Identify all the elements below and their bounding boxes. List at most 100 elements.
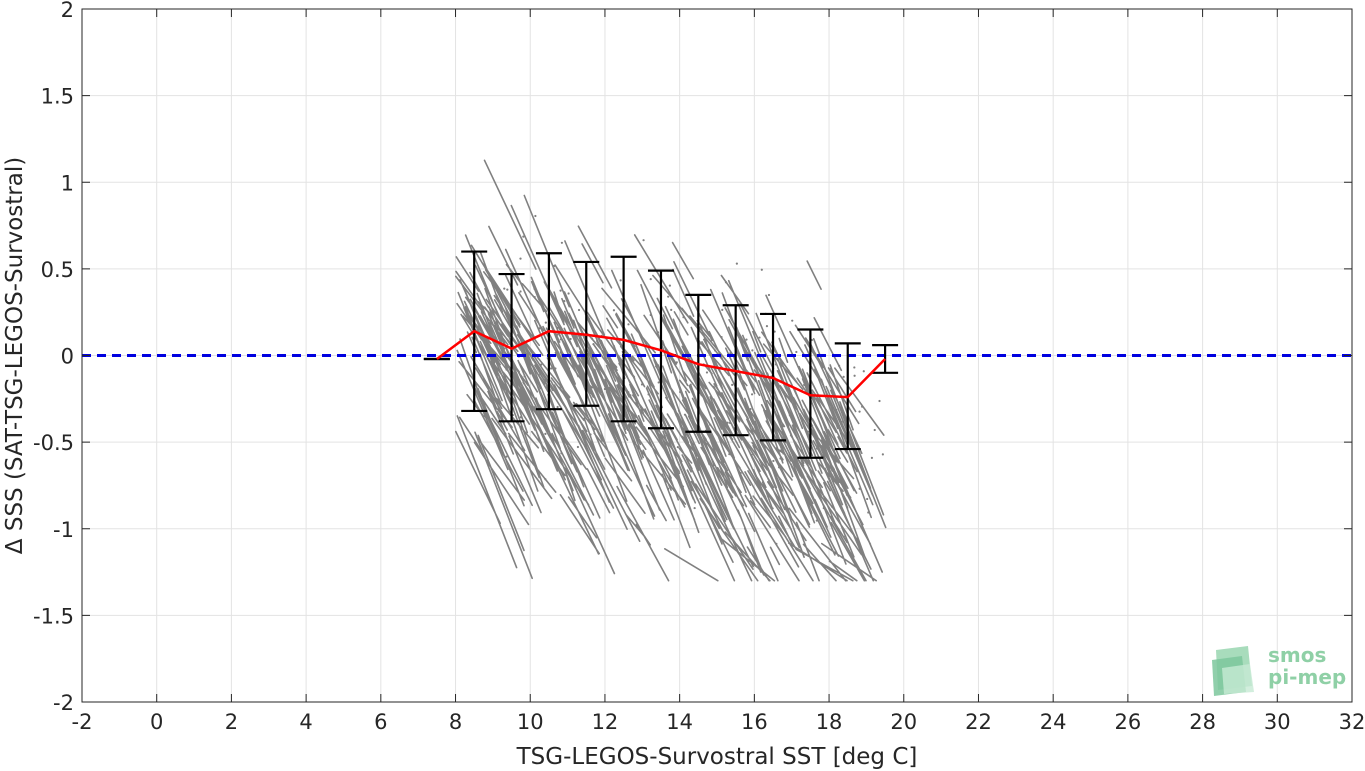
scatter-point xyxy=(508,410,511,413)
scatter-point xyxy=(724,281,728,284)
scatter-point xyxy=(614,351,618,355)
scatter-point xyxy=(635,401,638,405)
scatter-point xyxy=(713,349,717,352)
scatter-point xyxy=(771,507,774,510)
x-tick-label: 28 xyxy=(1189,710,1216,734)
scatter-point xyxy=(649,278,652,281)
scatter-point xyxy=(858,487,861,490)
scatter-point xyxy=(627,323,630,326)
scatter-point xyxy=(853,366,856,369)
scatter-point xyxy=(544,321,547,324)
scatter-point xyxy=(795,350,798,354)
scatter-point xyxy=(629,394,632,397)
x-tick-label: 8 xyxy=(449,710,462,734)
scatter-point xyxy=(867,511,870,514)
y-tick-label: -0.5 xyxy=(33,431,74,455)
scatter-point xyxy=(612,309,616,312)
scatter-point xyxy=(731,383,734,386)
scatter-point xyxy=(663,434,666,438)
scatter-point xyxy=(835,408,838,412)
scatter-point xyxy=(560,241,563,244)
x-tick-label: 0 xyxy=(150,710,163,734)
scatter-point xyxy=(815,519,818,522)
logo-line1: smos xyxy=(1268,643,1326,667)
scatter-point xyxy=(657,381,660,384)
scatter-point xyxy=(745,338,748,341)
scatter-point xyxy=(822,507,825,510)
scatter-point xyxy=(492,362,496,366)
scatter-point xyxy=(852,466,856,469)
scatter-point xyxy=(538,327,541,330)
y-tick-label: 0.5 xyxy=(41,258,74,282)
scatter-cloud xyxy=(455,159,887,582)
scatter-point xyxy=(764,412,767,415)
y-tick-label: 1.5 xyxy=(41,85,74,109)
scatter-point xyxy=(693,506,696,510)
scatter-point xyxy=(781,458,784,461)
scatter-point xyxy=(640,383,644,386)
scatter-point xyxy=(728,421,732,424)
scatter-point xyxy=(815,447,819,450)
scatter-point xyxy=(609,396,612,399)
scatter-point xyxy=(667,487,670,490)
scatter-point xyxy=(837,364,841,367)
scatter-point xyxy=(720,335,723,339)
scatter-point xyxy=(682,316,685,319)
scatter-point xyxy=(775,542,778,545)
scatter-point xyxy=(679,390,682,394)
smos-pimep-logo: smos pi-mep xyxy=(1212,643,1346,696)
scatter-point xyxy=(663,385,667,388)
scatter-point xyxy=(619,279,622,282)
x-tick-label: 12 xyxy=(592,710,619,734)
x-tick-label: 6 xyxy=(374,710,387,734)
scatter-point xyxy=(519,290,522,293)
y-tick-label: -1.5 xyxy=(33,604,74,628)
y-axis-label: Δ SSS (SAT-TSG-LEGOS-Survostral) xyxy=(2,157,28,554)
scatter-point xyxy=(787,369,790,372)
scatter-point xyxy=(642,239,645,242)
scatter-point xyxy=(670,308,673,311)
scatter-point xyxy=(589,433,592,436)
scatter-point xyxy=(831,469,834,472)
y-tick-label: -2 xyxy=(53,691,74,715)
scatter-point xyxy=(881,453,884,456)
scatter-point xyxy=(839,432,843,435)
scatter-point xyxy=(780,364,784,367)
scatter-point xyxy=(649,313,652,317)
scatter-point xyxy=(567,397,570,400)
scatter-point xyxy=(551,386,554,389)
scatter-point xyxy=(554,367,557,370)
logo-line2: pi-mep xyxy=(1268,665,1346,689)
scatter-point xyxy=(750,453,753,457)
scatter-point xyxy=(858,410,861,413)
scatter-point xyxy=(563,300,566,303)
scatter-point xyxy=(576,445,580,449)
scatter-point xyxy=(765,325,769,328)
scatter-point xyxy=(709,423,712,426)
x-tick-label: 32 xyxy=(1339,710,1365,734)
scatter-point xyxy=(866,497,869,501)
x-tick-label: 24 xyxy=(1040,710,1067,734)
scatter-point xyxy=(603,347,606,350)
scatter-point xyxy=(779,457,782,460)
scatter-point xyxy=(861,405,864,408)
scatter-point xyxy=(729,352,732,355)
scatter-point xyxy=(559,338,562,341)
scatter-point xyxy=(544,478,547,481)
scatter-point xyxy=(705,371,709,374)
scatter-point xyxy=(577,308,581,312)
scatter-point xyxy=(560,452,563,455)
scatter-point xyxy=(811,424,814,427)
scatter-point xyxy=(540,363,543,366)
scatter-point xyxy=(505,455,508,458)
scatter-point xyxy=(749,497,753,500)
scatter-point xyxy=(803,383,806,386)
y-tick-label: 0 xyxy=(61,345,74,369)
scatter-point xyxy=(832,449,835,452)
scatter-point xyxy=(603,387,607,391)
x-tick-label: -2 xyxy=(72,710,93,734)
scatter-point xyxy=(523,375,526,378)
x-axis-ticks: -2 0 2 4 6 8 10 12 14 16 18 20 22 24 26 28 30 32 xyxy=(72,9,1365,734)
scatter-point xyxy=(544,432,547,435)
